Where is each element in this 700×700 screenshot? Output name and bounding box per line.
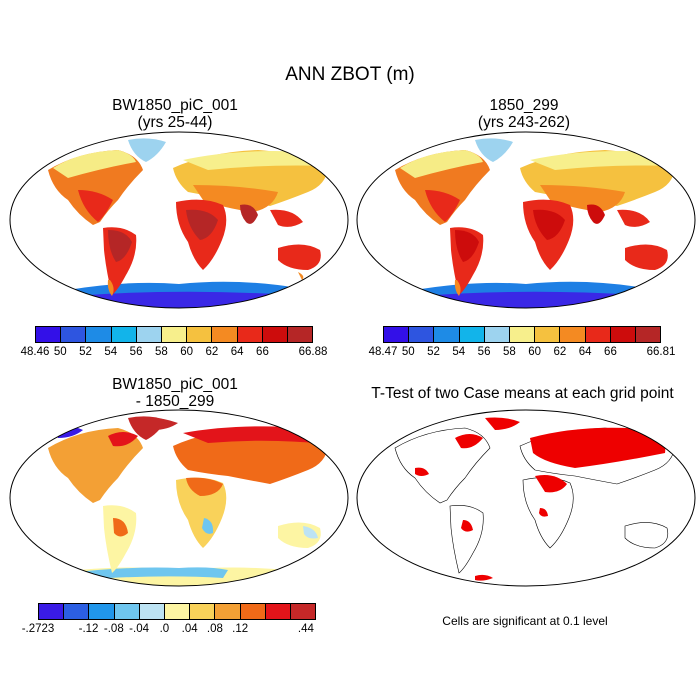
colorbar-tick-label: 50: [401, 346, 415, 358]
colorbar-tick-label: 62: [205, 346, 219, 358]
colorbar-tick-label: 58: [154, 346, 168, 358]
colorbar-tick-label: .04: [181, 623, 198, 635]
colorbar-swatch: [384, 327, 410, 342]
colorbar-tick-label: 66.88: [298, 346, 328, 358]
panel-4-title-line1: T-Test of two Case means at each grid po…: [371, 385, 674, 402]
colorbar-swatch: [434, 327, 460, 342]
colorbar-tick-label: .0: [159, 623, 170, 635]
colorbar-swatch: [585, 327, 611, 342]
colorbar-swatch: [535, 327, 561, 342]
panel-4-title: T-Test of two Case means at each grid po…: [345, 385, 700, 402]
colorbar-tick-label: 64: [230, 346, 244, 358]
colorbar-swatch: [240, 604, 266, 619]
colorbar-swatch: [89, 604, 115, 619]
colorbar-ticks-panel-2: 48.47 50 52 54 56 58 60 62 64 66 66.81: [369, 346, 676, 360]
colorbar-swatch: [164, 604, 191, 619]
colorbar-tick-label: 60: [180, 346, 194, 358]
colorbar-tick-label: 56: [129, 346, 143, 358]
colorbar-tick-label: -.04: [129, 623, 149, 635]
colorbar-tick-label: 64: [578, 346, 592, 358]
colorbar-swatch: [409, 327, 435, 342]
map-panel-2: [356, 131, 696, 309]
colorbar-swatch: [610, 327, 636, 342]
colorbar-panel-1: [35, 326, 313, 343]
colorbar-swatch: [187, 327, 213, 342]
colorbar-tick-label: 56: [477, 346, 491, 358]
colorbar-swatch: [215, 604, 241, 619]
colorbar-tick-label: 48.47: [368, 346, 398, 358]
colorbar-tick-label: 52: [79, 346, 92, 358]
colorbar-swatch: [39, 604, 65, 619]
panel-1-title-line2: (yrs 25-44): [137, 114, 213, 131]
colorbar-swatch: [36, 327, 62, 342]
colorbar-swatch: [560, 327, 586, 342]
significance-fill: [394, 417, 676, 581]
colorbar-swatch: [459, 327, 485, 342]
panel-3-title-line2: - 1850_299: [135, 393, 215, 410]
colorbar-swatch: [484, 327, 510, 342]
colorbar-swatch: [114, 604, 140, 619]
panel-3-title-line1: BW1850_piC_001: [112, 376, 238, 393]
colorbar-tick-label: .08: [206, 623, 223, 635]
colorbar-swatch: [265, 604, 291, 619]
colorbar-tick-label: 66: [256, 346, 269, 358]
colorbar-tick-label: 54: [452, 346, 466, 358]
colorbar-tick-label: -.12: [78, 623, 99, 635]
colorbar-ticks-panel-3: -.2723 -.12 -.08 -.04 .0 .04 .08 .12 .44: [22, 623, 316, 637]
colorbar-panel-3: [38, 603, 316, 620]
panel-2-title: 1850_299 (yrs 243-262): [389, 97, 659, 131]
colorbar-swatch: [86, 327, 112, 342]
colorbar-panel-2: [383, 326, 661, 343]
colorbar-ticks-panel-1: 48.46 50 52 54 56 58 60 62 64 66 66.88: [21, 346, 328, 360]
colorbar-swatch: [136, 327, 162, 342]
colorbar-swatch: [237, 327, 263, 342]
colorbar-tick-label: -.08: [103, 623, 124, 635]
colorbar-swatch: [509, 327, 536, 342]
significance-note: Cells are significant at 0.1 level: [442, 614, 608, 628]
colorbar-swatch: [190, 604, 216, 619]
panel-2-title-line2: (yrs 243-262): [477, 114, 571, 131]
panel-3-title: BW1850_piC_001 - 1850_299: [40, 376, 310, 410]
map-panel-4: [356, 409, 696, 587]
panel-1-title: BW1850_piC_001 (yrs 25-44): [40, 97, 310, 131]
map-panel-1: [9, 131, 349, 309]
colorbar-swatch: [161, 327, 188, 342]
colorbar-tick-label: 48.46: [20, 346, 50, 358]
colorbar-swatch: [61, 327, 87, 342]
colorbar-tick-label: 58: [502, 346, 516, 358]
colorbar-tick-label: 52: [427, 346, 440, 358]
colorbar-tick-label: 50: [53, 346, 67, 358]
colorbar-tick-label: 54: [104, 346, 118, 358]
colorbar-swatch: [212, 327, 238, 342]
panel-1-title-line1: BW1850_piC_001: [112, 97, 238, 114]
colorbar-tick-label: 66: [604, 346, 617, 358]
colorbar-tick-label: .12: [232, 623, 249, 635]
colorbar-swatch: [262, 327, 288, 342]
colorbar-swatch: [139, 604, 165, 619]
colorbar-tick-label: 66.81: [646, 346, 676, 358]
map-panel-3: [9, 409, 349, 587]
colorbar-swatch: [111, 327, 137, 342]
colorbar-tick-label: 60: [528, 346, 542, 358]
colorbar-tick-label: .44: [297, 623, 314, 635]
colorbar-tick-label: -.2723: [21, 623, 55, 635]
figure-title: ANN ZBOT (m): [285, 64, 415, 85]
colorbar-tick-label: 62: [553, 346, 567, 358]
colorbar-swatch: [287, 327, 313, 342]
colorbar-swatch: [635, 327, 661, 342]
colorbar-swatch: [64, 604, 90, 619]
panel-2-title-line1: 1850_299: [489, 97, 559, 114]
colorbar-swatch: [290, 604, 316, 619]
